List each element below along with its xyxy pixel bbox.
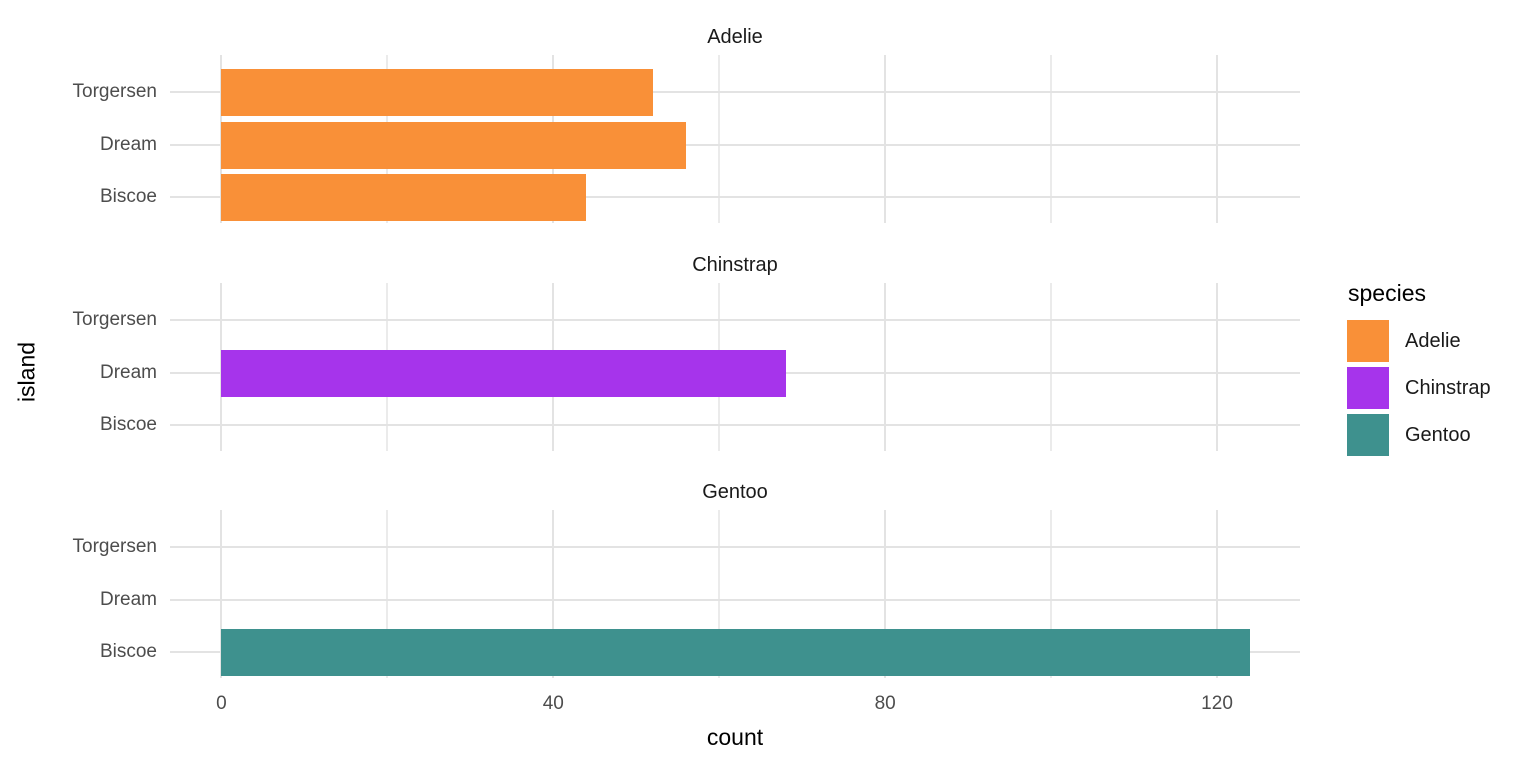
- bar-gentoo-biscoe: [221, 628, 1251, 676]
- gridline-minor-x100: [1050, 55, 1053, 223]
- bar-adelie-torgersen: [221, 68, 653, 116]
- bar-adelie-biscoe: [221, 173, 587, 221]
- gridline-row-biscoe: [170, 196, 1300, 198]
- legend-item-adelie: Adelie: [1347, 320, 1491, 362]
- legend: species Adelie Chinstrap Gentoo: [1347, 280, 1491, 461]
- x-axis-title: count: [706, 724, 764, 750]
- x-tick-label-40: 40: [542, 693, 564, 714]
- gridline-minor-x100: [1050, 283, 1053, 451]
- legend-label-adelie: Adelie: [1405, 329, 1461, 352]
- legend-items: Adelie Chinstrap Gentoo: [1347, 320, 1491, 456]
- y-tick-label-dream: Dream: [99, 134, 157, 155]
- legend-key-swatch-chinstrap: [1347, 367, 1389, 409]
- gridline-major-x120: [1216, 55, 1219, 223]
- y-tick-label-dream: Dream: [99, 589, 157, 610]
- y-tick-label-torgersen: Torgersen: [72, 536, 158, 557]
- gridline-row-torgersen: [170, 546, 1300, 548]
- y-tick-label-biscoe: Biscoe: [99, 186, 157, 207]
- gridline-row-biscoe: [170, 424, 1300, 426]
- gridline-row-torgersen: [170, 319, 1300, 321]
- bar-adelie-dream: [221, 121, 687, 169]
- gridline-major-x80: [884, 510, 887, 678]
- facet-strip-title-chinstrap: Chinstrap: [692, 254, 778, 276]
- x-tick-label-80: 80: [874, 693, 896, 714]
- y-tick-label-dream: Dream: [99, 362, 157, 383]
- gridline-major-x80: [884, 283, 887, 451]
- y-tick-label-torgersen: Torgersen: [72, 309, 158, 330]
- gridline-major-x80: [884, 55, 887, 223]
- facet-strip-title-adelie: Adelie: [707, 26, 763, 48]
- legend-label-chinstrap: Chinstrap: [1405, 376, 1491, 399]
- x-tick-label-120: 120: [1201, 693, 1233, 714]
- y-tick-label-biscoe: Biscoe: [99, 414, 157, 435]
- gridline-minor-x60: [718, 510, 721, 678]
- legend-label-gentoo: Gentoo: [1405, 423, 1471, 446]
- gridline-minor-x100: [1050, 510, 1053, 678]
- gridline-row-dream: [170, 144, 1300, 146]
- y-tick-label-biscoe: Biscoe: [99, 641, 157, 662]
- gridline-minor-x60: [718, 55, 721, 223]
- legend-key-swatch-adelie: [1347, 320, 1389, 362]
- bar-chinstrap-dream: [221, 349, 786, 397]
- gridline-major-x0: [220, 510, 223, 678]
- gridline-major-x120: [1216, 283, 1219, 451]
- facet-panel-chinstrap: [170, 283, 1300, 451]
- facet-strip-title-gentoo: Gentoo: [702, 481, 768, 503]
- x-tick-label-0: 0: [216, 693, 227, 714]
- gridline-major-x120: [1216, 510, 1219, 678]
- legend-key-swatch-gentoo: [1347, 414, 1389, 456]
- gridline-major-x40: [552, 510, 555, 678]
- legend-title: species: [1348, 280, 1426, 306]
- legend-item-gentoo: Gentoo: [1347, 414, 1491, 456]
- gridline-row-dream: [170, 599, 1300, 601]
- gridline-minor-x20: [386, 510, 389, 678]
- legend-item-chinstrap: Chinstrap: [1347, 367, 1491, 409]
- facet-panel-adelie: [170, 55, 1300, 223]
- facet-panel-gentoo: [170, 510, 1300, 678]
- gridline-row-torgersen: [170, 91, 1300, 93]
- y-tick-label-torgersen: Torgersen: [72, 81, 158, 102]
